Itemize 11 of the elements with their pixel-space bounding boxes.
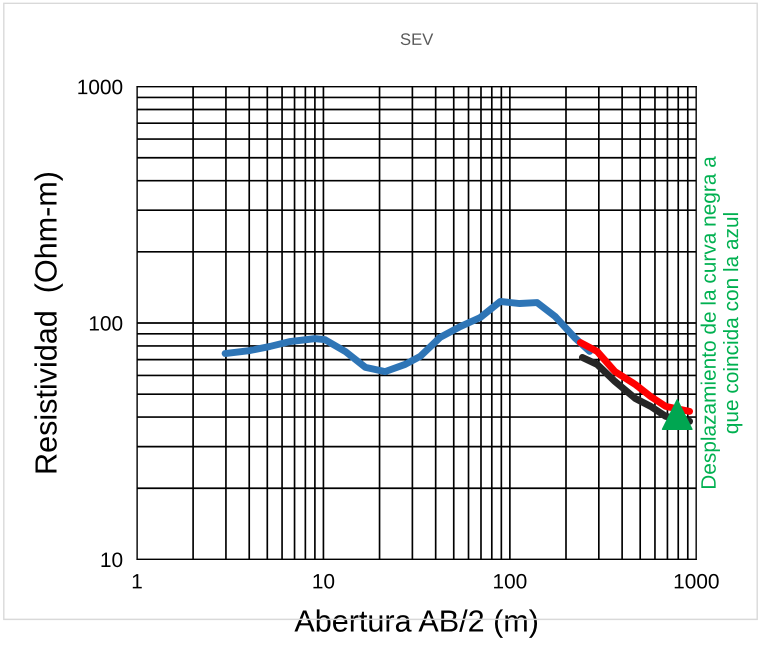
y-axis-title: Resistividad (Ohm-m) bbox=[34, 172, 63, 472]
text: Desplazamiento de la curva negra a que coincida con la azul bbox=[700, 156, 742, 488]
chart-title: SEV bbox=[400, 33, 434, 46]
y-tick-label: 100 bbox=[90, 316, 122, 331]
x-tick-label: 10 bbox=[313, 574, 334, 589]
y-tick-label: 10 bbox=[102, 552, 122, 568]
x-axis-title: Abertura AB/2 (m) bbox=[294, 609, 538, 638]
x-tick-label: 1 bbox=[132, 574, 142, 588]
y-tick-label: 1000 bbox=[78, 80, 122, 94]
x-tick-label: 1000 bbox=[674, 574, 719, 589]
x-tick-label: 100 bbox=[494, 574, 526, 589]
